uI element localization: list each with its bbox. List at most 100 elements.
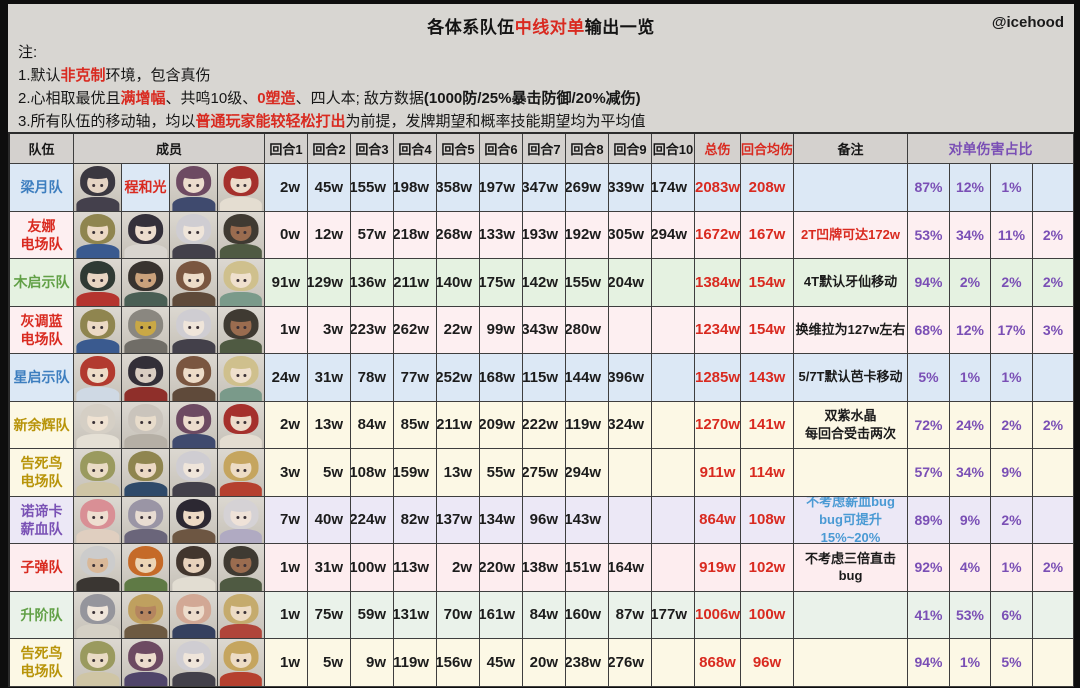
member-cell [218,449,265,497]
avg-damage-cell: 154w [741,306,794,354]
avg-damage-cell: 154w [741,259,794,307]
round-damage-cell: 70w [437,591,480,639]
member-cell [122,544,170,592]
round-damage-cell: 133w [480,211,523,259]
notes-label: 注: [18,44,38,61]
team-name-cell: 告死鸟 电场队 [10,639,74,687]
round-damage-cell [609,449,652,497]
pct-cell: 34% [950,449,991,497]
member-portrait [218,591,264,638]
col-header-note: 备注 [794,134,908,164]
portrait-bang [182,315,205,322]
member-portrait [74,306,121,353]
round-damage-cell: 193w [523,211,566,259]
pct-cell: 2% [991,496,1033,544]
pct-cell: 1% [991,164,1033,212]
pct-cell: 94% [908,259,950,307]
note-cell: 不考虑三倍直击 bug [794,544,908,592]
member-cell [122,401,170,449]
round-damage-cell: 276w [609,639,652,687]
member-cell [74,449,122,497]
round-damage-cell: 143w [566,496,609,544]
portrait-body [123,481,168,496]
pct-cell: 1% [991,354,1033,402]
round-damage-cell: 119w [394,639,437,687]
pct-cell [1033,164,1074,212]
member-portrait [122,544,169,591]
portrait-body [171,291,216,306]
portrait-bang [134,220,157,227]
round-damage-cell: 75w [308,591,351,639]
round-damage-cell: 96w [523,496,566,544]
portrait-bang [182,410,205,417]
member-cell [170,354,218,402]
team-name-cell: 诺谛卡 薪血队 [10,496,74,544]
portrait-body [171,386,216,401]
note-cell: 5/7T默认芭卡移动 [794,354,908,402]
portrait-body [75,481,120,496]
round-damage-cell: 358w [437,164,480,212]
round-damage-cell: 5w [308,639,351,687]
pct-cell: 9% [950,496,991,544]
total-damage-cell: 1672w [695,211,741,259]
portrait-body [75,244,120,258]
portrait-bang [134,458,157,465]
round-damage-cell: 156w [437,639,480,687]
member-cell [218,211,265,259]
note-segment: 环境，包含真伤 [105,67,211,84]
avg-damage-cell: 108w [741,496,794,544]
note-segment: 1.默认 [18,67,61,84]
member-cell [218,639,265,687]
round-damage-cell: 204w [609,259,652,307]
col-header-round: 回合7 [523,134,566,164]
portrait-bang [229,505,253,512]
round-damage-cell: 129w [308,259,351,307]
col-header-round: 回合5 [437,134,480,164]
round-damage-cell: 87w [609,591,652,639]
member-cell [170,306,218,354]
portrait-bang [134,315,157,322]
portrait-body [219,671,263,686]
pct-cell [1033,354,1074,402]
pct-cell: 12% [950,306,991,354]
note-segment: 3.所有队伍的移动轴，均以 [18,113,196,130]
round-damage-cell: 5w [308,449,351,497]
member-cell [170,164,218,212]
round-damage-cell: 155w [351,164,394,212]
round-damage-cell: 131w [394,591,437,639]
member-cell [122,591,170,639]
member-cell [74,354,122,402]
member-cell [170,211,218,259]
member-portrait [170,164,217,211]
note-segment: 0塑造 [257,90,296,107]
total-damage-cell: 1006w [695,591,741,639]
pct-cell: 5% [991,639,1033,687]
pct-cell: 2% [1033,211,1074,259]
portrait-bang [229,553,253,560]
round-damage-cell: 238w [566,639,609,687]
round-damage-cell: 1w [265,591,308,639]
member-portrait [74,259,121,306]
portrait-body [75,529,120,543]
round-damage-cell: 134w [480,496,523,544]
member-cell [74,306,122,354]
member-cell [74,259,122,307]
pct-cell: 2% [950,259,991,307]
avg-damage-cell: 208w [741,164,794,212]
member-cell [122,306,170,354]
pct-cell: 41% [908,591,950,639]
pct-cell: 2% [1033,401,1074,449]
notes-list: 1.默认非克制环境，包含真伤 2.心相取最优且满增幅、共鸣10级、0塑造、四人本;… [18,64,1074,133]
portrait-bang [86,268,109,275]
avg-damage-cell: 143w [741,354,794,402]
pct-cell: 57% [908,449,950,497]
round-damage-cell [652,449,695,497]
portrait-bang [86,505,109,512]
member-cell [74,496,122,544]
total-damage-cell: 911w [695,449,741,497]
avg-damage-cell: 141w [741,401,794,449]
note-cell: 换维拉为127w左右 [794,306,908,354]
round-damage-cell [652,639,695,687]
round-damage-cell: 77w [394,354,437,402]
portrait-bang [229,648,253,655]
